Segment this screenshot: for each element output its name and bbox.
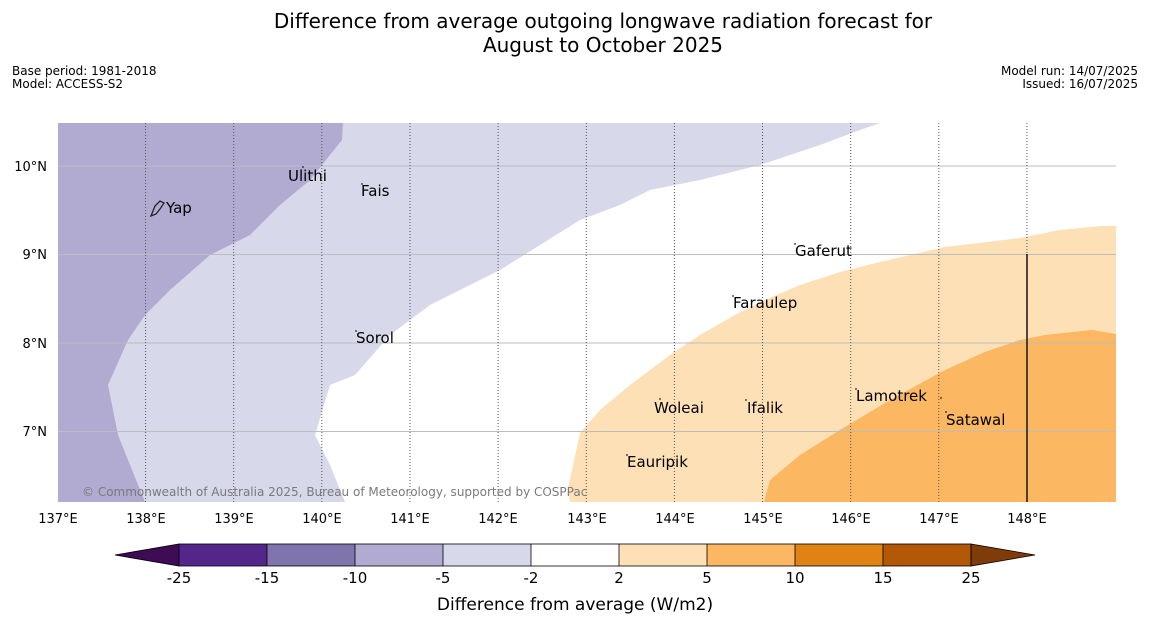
- lamotrek-east-marker: [940, 397, 942, 399]
- yap-island-icon: [149, 200, 165, 218]
- lon-tick-137e: 137°E: [38, 512, 78, 527]
- colorbar-label-minus-5: -5: [436, 569, 451, 587]
- place-eauripik: Eauripik: [627, 453, 688, 471]
- colorbar-segment-7: [707, 544, 795, 566]
- lon-tick-147e: 147°E: [919, 512, 959, 527]
- colorbar-segment-6: [619, 544, 707, 566]
- lat-tick-10n: 10°N: [14, 160, 47, 175]
- ulithi-marker: [302, 166, 304, 168]
- latitude-gridlines: [58, 165, 1116, 432]
- colorbar-title: Difference from average (W/m2): [437, 595, 713, 615]
- colorbar-segment-8: [795, 544, 883, 566]
- band-minus-10-to-minus-5: [58, 123, 343, 502]
- colorbar-label-plus-25: 25: [961, 569, 980, 587]
- chart-title: Difference from average outgoing longwav…: [0, 9, 1150, 57]
- latitude-tick-labels: 10°N 9°N 8°N 7°N: [14, 160, 47, 440]
- lon-tick-138e: 138°E: [126, 512, 166, 527]
- colorbar-segment-3: [355, 544, 443, 566]
- place-gaferut: Gaferut: [795, 242, 852, 260]
- colorbar-segment-1: [179, 544, 267, 566]
- place-fais: Fais: [361, 182, 390, 200]
- colorbar-segment-4: [443, 544, 531, 566]
- lon-tick-143e: 143°E: [567, 512, 607, 527]
- base-period: Base period: 1981-2018: [12, 64, 157, 78]
- lon-tick-140e: 140°E: [302, 512, 342, 527]
- fais-marker: [361, 183, 363, 185]
- place-ifalik: Ifalik: [747, 399, 783, 417]
- meta-right: Model run: 14/07/2025 Issued: 16/07/2025: [1001, 65, 1138, 91]
- lon-tick-139e: 139°E: [214, 512, 254, 527]
- model-run: Model run: 14/07/2025: [1000, 64, 1138, 78]
- place-yap: Yap: [165, 199, 192, 217]
- lat-tick-9n: 9°N: [23, 248, 48, 263]
- longitude-gridlines: [145, 123, 1028, 502]
- lon-tick-145e: 145°E: [743, 512, 783, 527]
- place-ulithi: Ulithi: [288, 167, 327, 185]
- eauripik-marker: [626, 454, 628, 456]
- island-markers: [149, 166, 947, 456]
- lon-tick-146e: 146°E: [831, 512, 871, 527]
- lat-tick-8n: 8°N: [23, 337, 48, 352]
- map-area: Yap Ulithi Fais Sorol Gaferut Faraulep W…: [58, 123, 1116, 502]
- colorbar-segment-5: [531, 544, 619, 566]
- place-sorol: Sorol: [356, 329, 394, 347]
- faraulep-marker: [732, 295, 734, 297]
- issued-date: Issued: 16/07/2025: [1022, 77, 1138, 91]
- model-name: Model: ACCESS-S2: [12, 77, 124, 91]
- lat-tick-7n: 7°N: [23, 425, 48, 440]
- colorbar-segment-2: [267, 544, 355, 566]
- woleai-marker: [659, 398, 661, 400]
- lon-tick-141e: 141°E: [390, 512, 430, 527]
- lon-tick-144e: 144°E: [655, 512, 695, 527]
- band-plus-5-to-plus-10: [764, 330, 1116, 502]
- meta-left: Base period: 1981-2018 Model: ACCESS-S2: [12, 65, 157, 91]
- lon-tick-148e: 148°E: [1007, 512, 1047, 527]
- ifalik-marker: [745, 399, 747, 401]
- credit-text: © Commonwealth of Australia 2025, Bureau…: [82, 485, 587, 499]
- colorbar: -25 -15 -10 -5 -2 2 5 10 15 25 Differenc…: [114, 543, 1036, 615]
- title-line-1: Difference from average outgoing longwav…: [273, 9, 933, 33]
- colorbar-label-minus-2: -2: [524, 569, 539, 587]
- gaferut-marker: [794, 243, 796, 245]
- place-faraulep: Faraulep: [733, 294, 797, 312]
- colorbar-outline: [178, 543, 972, 567]
- title-line-2: August to October 2025: [482, 33, 724, 57]
- colorbar-label-plus-5: 5: [702, 569, 712, 587]
- sorol-marker: [355, 330, 357, 332]
- satawal-marker: [945, 411, 947, 413]
- lamotrek-marker: [855, 388, 857, 390]
- place-satawal: Satawal: [946, 411, 1005, 429]
- colorbar-label-minus-10: -10: [343, 569, 368, 587]
- colorbar-label-minus-15: -15: [255, 569, 280, 587]
- colorbar-extend-low: [114, 543, 180, 567]
- longitude-tick-labels: 137°E 138°E 139°E 140°E 141°E 142°E 143°…: [38, 512, 1047, 527]
- colorbar-label-plus-10: 10: [785, 569, 804, 587]
- colorbar-labels: -25 -15 -10 -5 -2 2 5 10 15 25: [167, 569, 981, 587]
- place-labels: Yap Ulithi Fais Sorol Gaferut Faraulep W…: [165, 167, 1005, 471]
- colorbar-dividers: [266, 544, 884, 566]
- place-lamotrek: Lamotrek: [856, 387, 927, 405]
- colorbar-segment-9: [883, 544, 971, 566]
- place-woleai: Woleai: [654, 399, 704, 417]
- lon-tick-142e: 142°E: [478, 512, 518, 527]
- colorbar-label-plus-2: 2: [614, 569, 624, 587]
- colorbar-extend-high: [970, 543, 1036, 567]
- colorbar-label-plus-15: 15: [873, 569, 892, 587]
- colorbar-label-minus-25: -25: [167, 569, 192, 587]
